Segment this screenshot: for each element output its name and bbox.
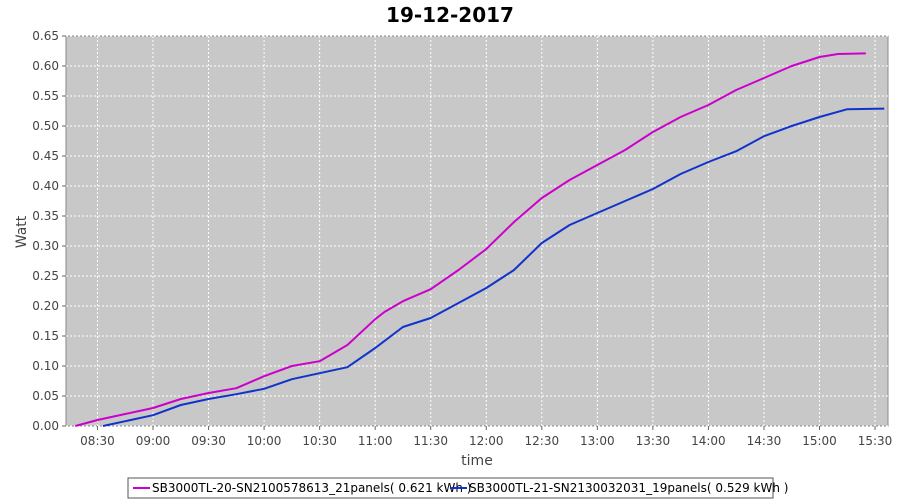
series-lines [75,52,885,427]
y-tick-label: 0.00 [32,419,59,433]
legend-item-series-1: SB3000TL-20-SN2100578613_21panels( 0.621… [152,481,471,495]
y-tick-label: 0.25 [32,269,59,283]
y-axis: 0.00 0.05 0.10 0.15 0.20 0.25 0.30 0.35 0.40 0.45… [32,29,66,433]
plot-area [65,35,889,427]
series-line-1 [75,52,866,427]
x-tick-label: 15:00 [802,434,837,448]
x-tick-label: 09:00 [136,434,171,448]
y-tick-label: 0.10 [32,359,59,373]
x-tick-label: 09:30 [191,434,226,448]
y-tick-label: 0.20 [32,299,59,313]
y-tick-label: 0.05 [32,389,59,403]
chart-title: 19-12-2017 [386,3,514,27]
x-axis-label: time [461,453,493,469]
series-line-2 [102,107,885,427]
y-tick-label: 0.50 [32,119,59,133]
x-tick-label: 13:30 [636,434,671,448]
x-tick-label: 12:00 [469,434,504,448]
x-tick-label: 11:00 [358,434,393,448]
y-tick-label: 0.65 [32,29,59,43]
y-tick-label: 0.55 [32,89,59,103]
y-tick-label: 0.60 [32,59,59,73]
x-tick-label: 13:00 [580,434,615,448]
x-tick-label: 10:00 [247,434,282,448]
y-tick-label: 0.15 [32,329,59,343]
x-tick-label: 15:30 [858,434,893,448]
x-tick-label: 14:30 [747,434,782,448]
legend-item-series-2: SB3000TL-21-SN2130032031_19panels( 0.529… [469,481,788,495]
x-tick-label: 11:30 [413,434,448,448]
x-tick-label: 12:30 [525,434,560,448]
x-tick-label: 08:30 [80,434,115,448]
y-tick-label: 0.30 [32,239,59,253]
x-tick-label: 10:30 [302,434,337,448]
y-tick-label: 0.40 [32,179,59,193]
y-axis-label: Watt [14,215,30,248]
legend: SB3000TL-20-SN2100578613_21panels( 0.621… [127,477,788,499]
x-axis: 08:30 09:00 09:30 10:00 10:30 11:00 11:30 12:00… [80,426,892,448]
y-tick-label: 0.45 [32,149,59,163]
y-tick-label: 0.35 [32,209,59,223]
x-tick-label: 14:00 [691,434,726,448]
